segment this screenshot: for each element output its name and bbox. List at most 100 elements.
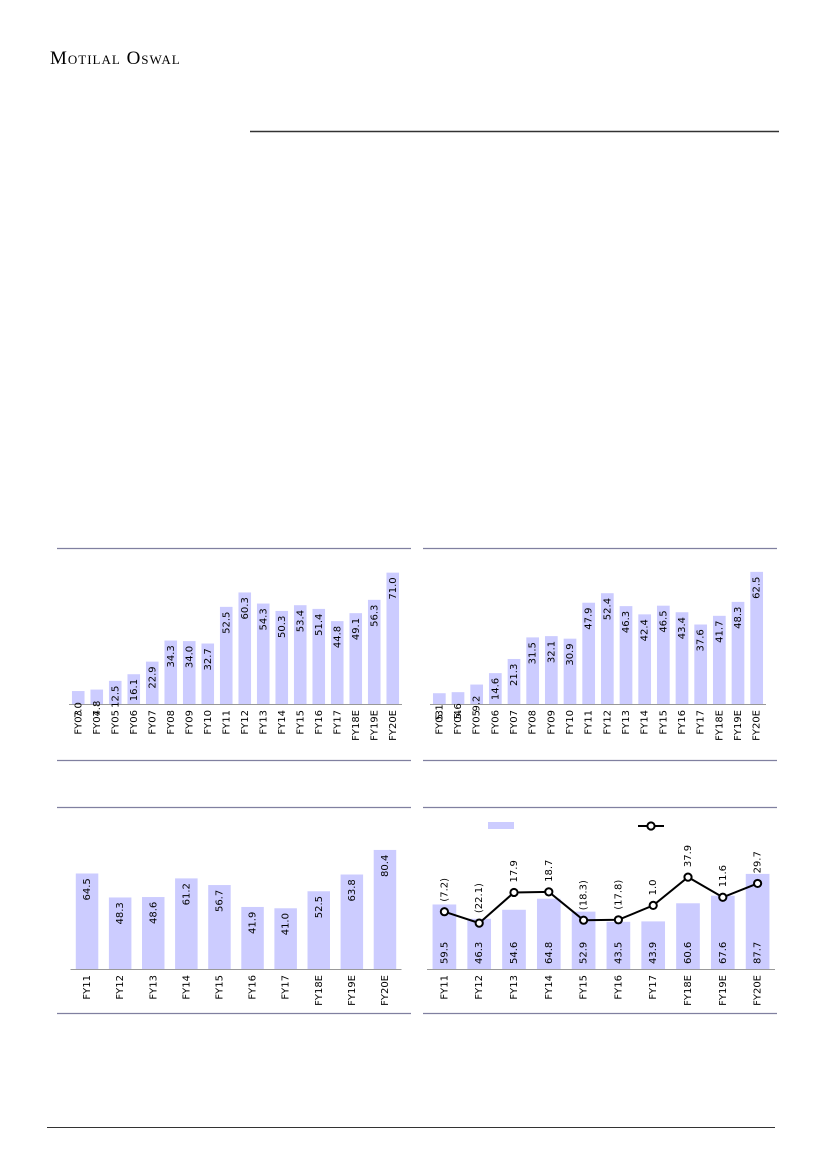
x-tick-label: FY20E [380, 975, 391, 1006]
bar-value-label: 67.6 [718, 942, 729, 964]
x-tick-label: FY09 [184, 710, 195, 735]
line-series [444, 875, 758, 925]
line-value-label: 1.0 [648, 880, 659, 896]
bar-value-label: 34.3 [166, 645, 177, 667]
bar-value-label: 64.5 [82, 878, 93, 900]
bar [274, 908, 297, 969]
bar-value-label: 31.5 [528, 642, 539, 664]
x-tick-label: FY20E [752, 710, 763, 741]
bar [386, 572, 400, 704]
legend-marker [646, 821, 656, 831]
x-tick-label: FY17 [332, 710, 343, 735]
x-tick-label: FY12 [240, 710, 251, 735]
bar [275, 610, 289, 704]
line-marker [544, 887, 554, 897]
bar [340, 874, 364, 969]
x-tick-label: FY16 [248, 975, 259, 1000]
bar [536, 898, 561, 969]
x-tick-label: FY11 [439, 975, 450, 1000]
bar-value-label: 44.8 [332, 626, 343, 648]
bar [201, 643, 215, 704]
bar-value-label: 59.5 [439, 942, 450, 964]
x-tick-label: FY17 [281, 975, 292, 1000]
x-tick-label: FY16 [677, 710, 688, 735]
bar-value-label: 34.0 [184, 646, 195, 668]
x-tick-label: FY03 [434, 710, 445, 735]
x-tick-label: FY18E [314, 975, 325, 1006]
bar-value-label: 5.6 [453, 703, 464, 719]
x-tick-label: FY17 [696, 710, 707, 735]
x-tick-label: FY04 [453, 710, 464, 735]
bar-value-label: 14.6 [490, 678, 501, 700]
bar [307, 891, 331, 969]
bar-value-label: 30.9 [565, 643, 576, 665]
bar-value-label: 46.3 [474, 942, 485, 964]
x-tick-label: FY19E [718, 975, 729, 1006]
bar-value-label: 60.3 [240, 597, 251, 619]
x-tick-label: FY19E [733, 710, 744, 741]
bar [470, 684, 484, 704]
bar [502, 909, 526, 969]
bar-value-label: 22.9 [147, 666, 158, 688]
x-tick-label: FY03 [73, 710, 84, 735]
bar-value-label: 54.6 [509, 942, 520, 964]
line-value-label: 11.6 [718, 865, 729, 887]
bar [219, 606, 233, 704]
bar-value-label: 54.3 [258, 608, 269, 630]
line-value-label: (22.1) [474, 883, 485, 913]
x-tick-label: FY07 [509, 710, 520, 735]
bar [600, 593, 614, 704]
bar-value-label: 41.9 [248, 912, 259, 934]
x-tick-label: FY12 [115, 975, 126, 1000]
line-value-label: (17.8) [613, 880, 624, 910]
x-tick-label: FY10 [203, 710, 214, 735]
x-tick-label: FY11 [221, 710, 232, 735]
x-tick-label: FY14 [544, 975, 555, 1000]
bar [373, 849, 397, 969]
bar-value-label: 41.0 [281, 913, 292, 935]
x-tick-label: FY18E [351, 710, 362, 741]
bar [182, 641, 196, 704]
x-tick-label: FY11 [82, 975, 93, 1000]
bar-value-label: 12.5 [110, 686, 121, 708]
bar [349, 613, 363, 704]
bar [75, 873, 99, 969]
bar [712, 615, 726, 704]
company-logo: Motilal Oswal [50, 48, 181, 69]
bar [208, 885, 231, 969]
bar [641, 921, 666, 969]
x-tick-label: FY18E [714, 710, 725, 741]
bar-value-label: 46.3 [621, 611, 632, 633]
line-marker [648, 900, 658, 911]
bar-value-label: 53.4 [295, 610, 306, 632]
x-tick-label: FY16 [314, 710, 325, 735]
bar [676, 903, 700, 969]
x-tick-label: FY19E [369, 710, 380, 741]
bar-value-label: 52.5 [221, 612, 232, 634]
bar-value-label: 43.9 [648, 942, 659, 964]
x-tick-label: FY05 [472, 710, 483, 735]
bar [619, 606, 633, 704]
bar [241, 906, 264, 969]
bar [544, 636, 558, 704]
x-tick-label: FY14 [277, 710, 288, 735]
bar [488, 673, 502, 704]
bar [606, 921, 631, 969]
x-tick-label: FY20E [753, 975, 764, 1006]
bar-value-label: 50.3 [277, 616, 288, 638]
bar [238, 592, 252, 704]
bar [71, 691, 85, 704]
bar [710, 895, 735, 969]
bar-value-label: 62.5 [752, 577, 763, 599]
bar [164, 640, 178, 704]
x-tick-label: FY13 [509, 975, 520, 1000]
line-marker [683, 872, 693, 882]
bar-value-label: 7.0 [73, 702, 84, 718]
bar-value-label: 56.3 [369, 605, 380, 627]
bar-value-label: 87.7 [753, 942, 764, 964]
bar-value-label: 60.6 [683, 942, 694, 964]
bar [694, 624, 708, 704]
line-marker [439, 907, 449, 917]
bar-value-label: 47.9 [584, 607, 595, 629]
